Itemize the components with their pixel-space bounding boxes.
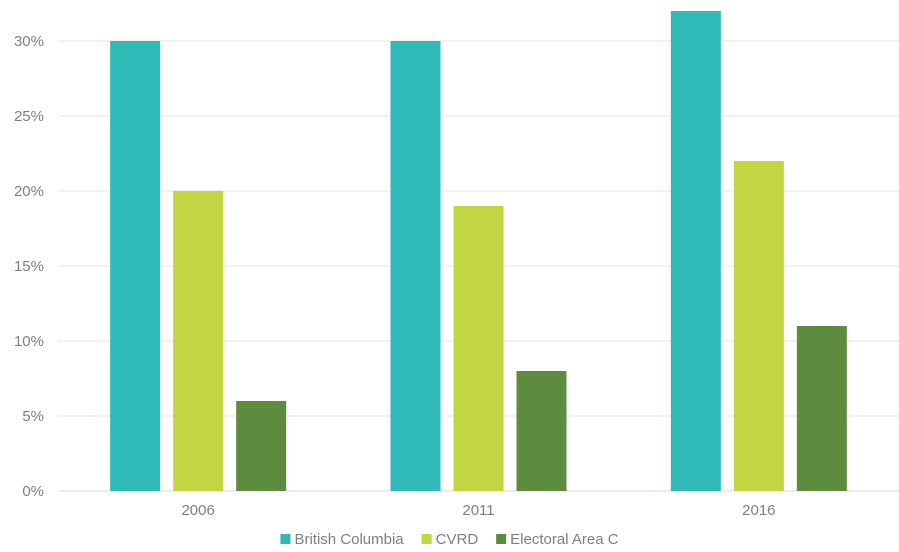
x-tick-label: 2006 bbox=[181, 502, 214, 519]
y-tick-label: 15% bbox=[14, 258, 44, 275]
legend: British Columbia CVRD Electoral Area C bbox=[280, 531, 619, 548]
y-tick-label: 0% bbox=[22, 483, 44, 500]
bar-british-columbia-2016 bbox=[670, 11, 721, 491]
bar-cvrd-2006 bbox=[173, 191, 224, 491]
bars bbox=[110, 11, 847, 491]
legend-swatch-cvrd bbox=[421, 534, 432, 544]
legend-label: British Columbia bbox=[294, 531, 404, 548]
legend-label: Electoral Area C bbox=[510, 531, 619, 548]
bar-electoral-area-c-2016 bbox=[796, 326, 847, 491]
legend-label: CVRD bbox=[436, 531, 479, 548]
bar-electoral-area-c-2006 bbox=[236, 401, 287, 491]
bar-british-columbia-2011 bbox=[390, 41, 441, 491]
bar-electoral-area-c-2011 bbox=[516, 371, 567, 491]
bar-cvrd-2011 bbox=[453, 206, 504, 491]
legend-swatch-british-columbia bbox=[280, 534, 291, 544]
bar-cvrd-2016 bbox=[733, 161, 784, 491]
x-axis: 2006 2011 2016 bbox=[181, 502, 775, 519]
y-tick-label: 10% bbox=[14, 333, 44, 350]
x-tick-label: 2016 bbox=[742, 502, 775, 519]
legend-swatch-electoral-area-c bbox=[496, 534, 507, 544]
y-tick-label: 25% bbox=[14, 108, 44, 125]
y-tick-label: 5% bbox=[22, 408, 44, 425]
x-tick-label: 2011 bbox=[462, 502, 494, 519]
y-tick-label: 30% bbox=[14, 33, 44, 50]
bar-british-columbia-2006 bbox=[110, 41, 161, 491]
y-tick-label: 20% bbox=[14, 183, 44, 200]
y-axis: 0% 5% 10% 15% 20% 25% 30% bbox=[14, 33, 44, 500]
